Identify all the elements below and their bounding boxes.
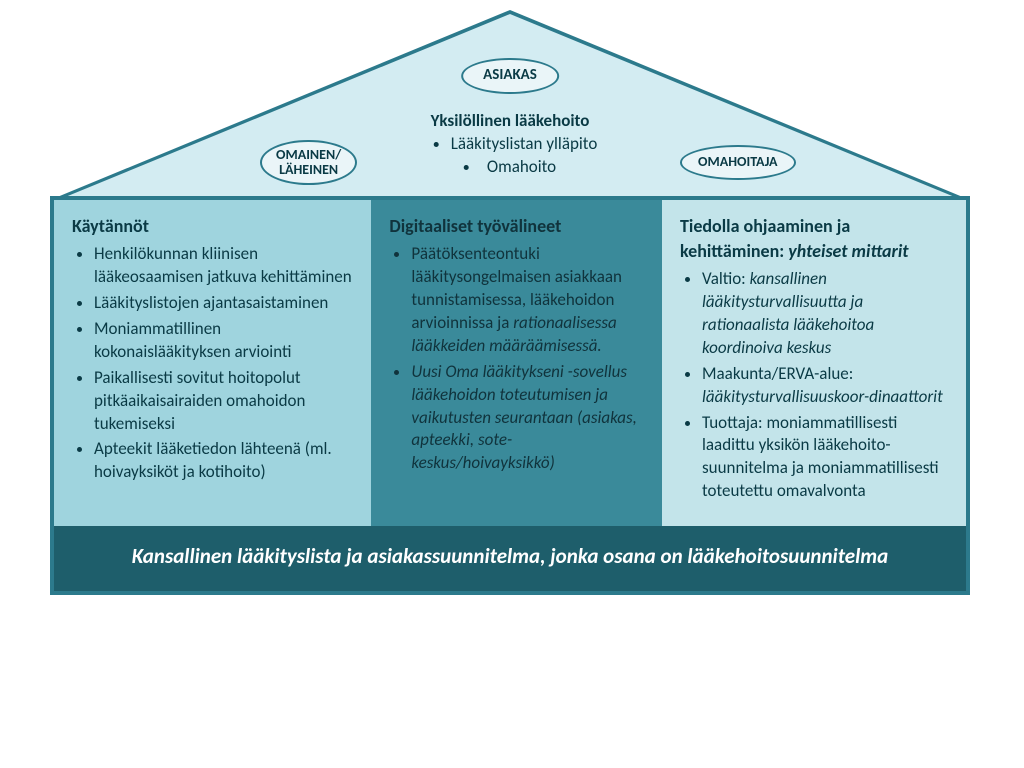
heading-subtext: yhteiset mittarit [788,240,908,262]
list-item: Päätöksenteontuki lääkitysongelmaisen as… [411,243,644,358]
badge-omahoitaja: OMAHOITAJA [680,145,796,180]
list-item: Valtio: kansallinen lääkitysturvallisuut… [702,268,948,360]
list-item: Uusi Oma lääkitykseni -sovellus lääkehoi… [411,361,644,476]
item-text: Valtio: [702,268,750,289]
badge-asiakas: ASIAKAS [461,58,559,94]
badge-omainen-laheinen: OMAINEN/ LÄHEINEN [260,140,357,185]
column-tiedolla-ohjaaminen: Tiedolla ohjaaminen ja kehittäminen: yht… [662,200,966,526]
column-list: Henkilökunnan kliinisen lääkeosaamisen j… [94,243,353,484]
roof-bullet: Lääkityslistan ylläpito [451,133,598,156]
column-heading: Käytännöt [72,215,149,237]
roof-center-text: Yksilöllinen lääkehoito Lääkityslistan y… [423,110,598,179]
house-diagram: ASIAKAS OMAINEN/ LÄHEINEN OMAHOITAJA Yks… [50,10,970,595]
list-item: Tuottaja: moniammatillisesti laadittu yk… [702,412,948,504]
column-kaytannot: Käytännöt Henkilökunnan kliinisen lääkeo… [54,200,371,526]
column-heading: Tiedolla ohjaaminen ja kehittäminen: yht… [680,215,909,262]
roof-bullet: Omahoito [423,156,598,179]
foundation-bar: Kansallinen lääkityslista ja asiakassuun… [50,526,970,594]
house-body: Käytännöt Henkilökunnan kliinisen lääkeo… [50,200,970,526]
list-item: Paikallisesti sovitut hoitopolut pitkäai… [94,367,353,436]
list-item: Moniammatillinen kokonaislääkityksen arv… [94,318,353,364]
roof-bullets: Lääkityslistan ylläpito Omahoito [451,133,598,179]
item-italic: lääkitysturvallisuuskoor-dinaattorit [702,386,943,407]
list-item: Henkilökunnan kliinisen lääkeosaamisen j… [94,243,353,289]
column-digitaaliset-tyovalineet: Digitaaliset työvälineet Päätöksenteontu… [371,200,662,526]
column-list: Päätöksenteontuki lääkitysongelmaisen as… [411,243,644,475]
list-item: Maakunta/ERVA-alue: lääkitysturvallisuus… [702,363,948,409]
item-text: Maakunta/ERVA-alue: [702,363,853,384]
column-list: Valtio: kansallinen lääkitysturvallisuut… [702,268,948,503]
list-item: Apteekit lääketiedon lähteenä (ml. hoiva… [94,438,353,484]
list-item: Lääkityslistojen ajantasaistaminen [94,292,353,315]
column-heading: Digitaaliset työvälineet [389,215,561,237]
roof: ASIAKAS OMAINEN/ LÄHEINEN OMAHOITAJA Yks… [50,10,970,200]
roof-content: ASIAKAS OMAINEN/ LÄHEINEN OMAHOITAJA Yks… [50,10,970,200]
roof-title: Yksilöllinen lääkehoito [423,110,598,133]
